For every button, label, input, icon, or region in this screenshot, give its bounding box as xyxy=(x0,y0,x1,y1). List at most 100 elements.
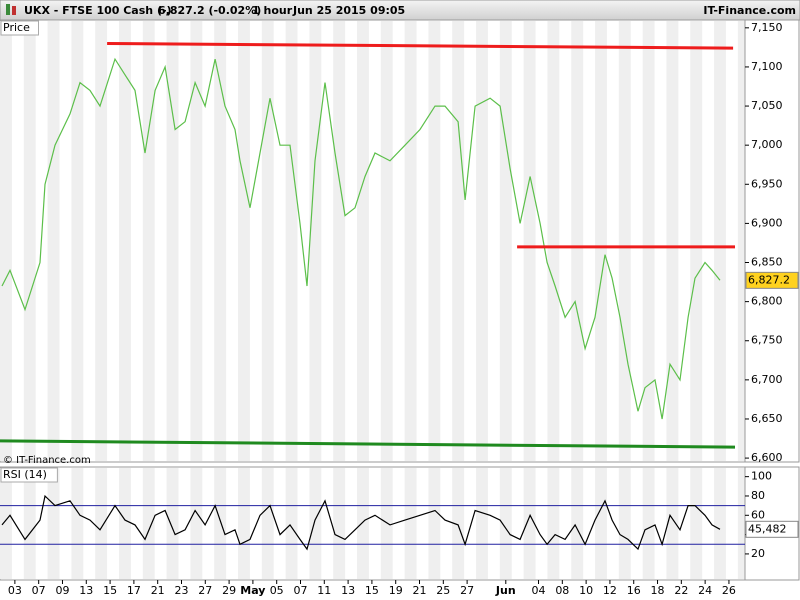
y-tick-label: 6,850 xyxy=(751,256,783,269)
current-box xyxy=(745,520,799,538)
watermark: © IT-Finance.com xyxy=(3,455,91,466)
x-tick-label: 22 xyxy=(674,584,688,597)
day-band xyxy=(737,468,745,579)
day-band xyxy=(309,21,322,461)
day-band xyxy=(238,21,250,461)
interval: 1 hour xyxy=(252,4,293,17)
y-tick-label: 60 xyxy=(751,508,765,521)
day-band xyxy=(333,21,346,461)
y-tick-label: 6,900 xyxy=(751,216,783,229)
day-band xyxy=(404,468,417,579)
day-band xyxy=(452,468,465,579)
day-band xyxy=(95,21,108,461)
day-band xyxy=(357,468,369,579)
day-band xyxy=(547,21,560,461)
y-tick-label: 6,700 xyxy=(751,373,783,386)
brand: IT-Finance.com xyxy=(703,4,796,17)
day-band xyxy=(95,468,108,579)
y-tick-label: 7,050 xyxy=(751,99,783,112)
day-band xyxy=(47,468,60,579)
plot-area xyxy=(0,466,746,581)
y-tick-label: 6,650 xyxy=(751,412,783,425)
day-band xyxy=(119,468,131,579)
x-tick-label: 09 xyxy=(55,584,69,597)
y-tick-label: 7,150 xyxy=(751,21,783,34)
day-band xyxy=(285,21,298,461)
panel-title: Price xyxy=(3,21,30,34)
x-tick-label: 24 xyxy=(698,584,712,597)
day-band xyxy=(499,21,512,461)
day-band xyxy=(119,21,131,461)
x-tick-label: 08 xyxy=(555,584,569,597)
x-tick-label: 21 xyxy=(413,584,427,597)
day-band xyxy=(547,468,560,579)
day-band xyxy=(71,21,84,461)
day-band xyxy=(261,21,274,461)
day-band xyxy=(166,21,179,461)
day-band xyxy=(428,468,441,579)
header: UKX - FTSE 100 Cash (-) 6,827.2 (-0.02%)… xyxy=(0,0,800,21)
x-tick-label: 05 xyxy=(270,584,284,597)
symbol: UKX - FTSE 100 Cash (-) xyxy=(24,4,172,17)
day-band xyxy=(285,468,298,579)
day-band xyxy=(595,21,607,461)
current-label: 6,827.2 xyxy=(748,273,790,286)
quote: 6,827.2 (-0.02%) xyxy=(158,4,261,17)
panel-label-box xyxy=(0,467,58,483)
x-tick-label: 25 xyxy=(436,584,450,597)
day-band xyxy=(642,468,655,579)
day-band xyxy=(23,21,36,461)
day-band xyxy=(666,468,679,579)
day-band xyxy=(714,21,726,461)
day-band xyxy=(380,21,393,461)
x-tick-label: 04 xyxy=(532,584,546,597)
day-band xyxy=(71,468,84,579)
x-tick-label: 10 xyxy=(579,584,593,597)
series-line xyxy=(1,57,721,420)
y-tick-label: 6,750 xyxy=(751,334,783,347)
x-tick-label: 13 xyxy=(341,584,355,597)
day-band xyxy=(666,21,679,461)
day-band xyxy=(357,21,369,461)
y-tick-label: 7,100 xyxy=(751,60,783,73)
day-band xyxy=(571,21,584,461)
day-band xyxy=(476,468,488,579)
x-tick-label: 11 xyxy=(317,584,331,597)
day-band xyxy=(190,21,203,461)
x-tick-label: Jun xyxy=(495,584,516,597)
x-tick-label: 27 xyxy=(198,584,212,597)
x-tick-label: 15 xyxy=(103,584,117,597)
x-tick-label: 27 xyxy=(460,584,474,597)
x-tick-label: 03 xyxy=(8,584,22,597)
panel-title: RSI (14) xyxy=(3,468,47,481)
current-box xyxy=(745,271,799,289)
day-band xyxy=(642,21,655,461)
day-band xyxy=(404,21,417,461)
day-band xyxy=(333,468,346,579)
day-band xyxy=(0,21,12,461)
day-band xyxy=(571,468,584,579)
day-band xyxy=(690,468,703,579)
day-band xyxy=(714,468,726,579)
x-tick-label: 19 xyxy=(389,584,403,597)
day-band xyxy=(618,21,631,461)
day-band xyxy=(452,21,465,461)
panel-label-box xyxy=(0,20,39,36)
x-tick-label: 18 xyxy=(651,584,665,597)
x-tick-label: 07 xyxy=(293,584,307,597)
y-tick-label: 100 xyxy=(751,470,772,483)
day-band xyxy=(595,468,607,579)
day-band xyxy=(190,468,203,579)
y-tick-label: 6,600 xyxy=(751,451,783,464)
day-band xyxy=(309,468,322,579)
x-tick-label: 12 xyxy=(603,584,617,597)
current-label: 45,482 xyxy=(748,522,787,535)
day-band xyxy=(0,468,12,579)
y-tick-label: 6,950 xyxy=(751,177,783,190)
day-band xyxy=(166,468,179,579)
day-band xyxy=(142,21,155,461)
day-band xyxy=(261,468,274,579)
x-tick-label: 29 xyxy=(222,584,236,597)
